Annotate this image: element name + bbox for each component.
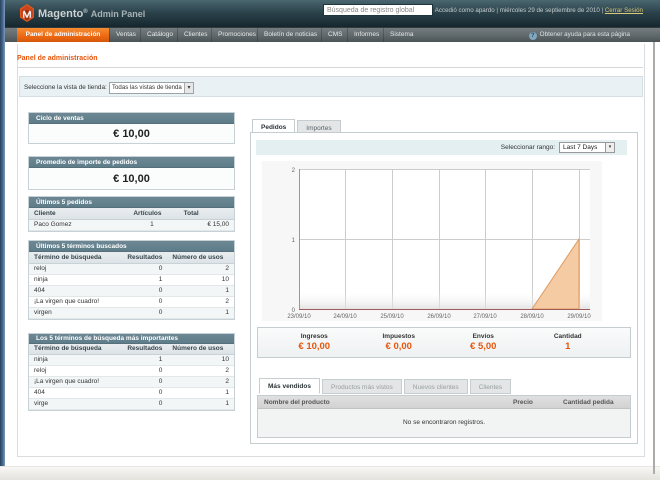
svg-text:26/09/10: 26/09/10 (427, 314, 451, 320)
svg-text:23/09/10: 23/09/10 (287, 314, 311, 320)
svg-text:25/09/10: 25/09/10 (380, 314, 404, 320)
svg-text:1: 1 (292, 238, 296, 244)
svg-text:29/09/10: 29/09/10 (567, 314, 591, 320)
svg-text:24/09/10: 24/09/10 (333, 314, 357, 320)
svg-text:27/09/10: 27/09/10 (473, 314, 497, 320)
svg-text:28/09/10: 28/09/10 (520, 314, 544, 320)
svg-text:0: 0 (292, 308, 296, 314)
svg-text:2: 2 (292, 168, 296, 174)
